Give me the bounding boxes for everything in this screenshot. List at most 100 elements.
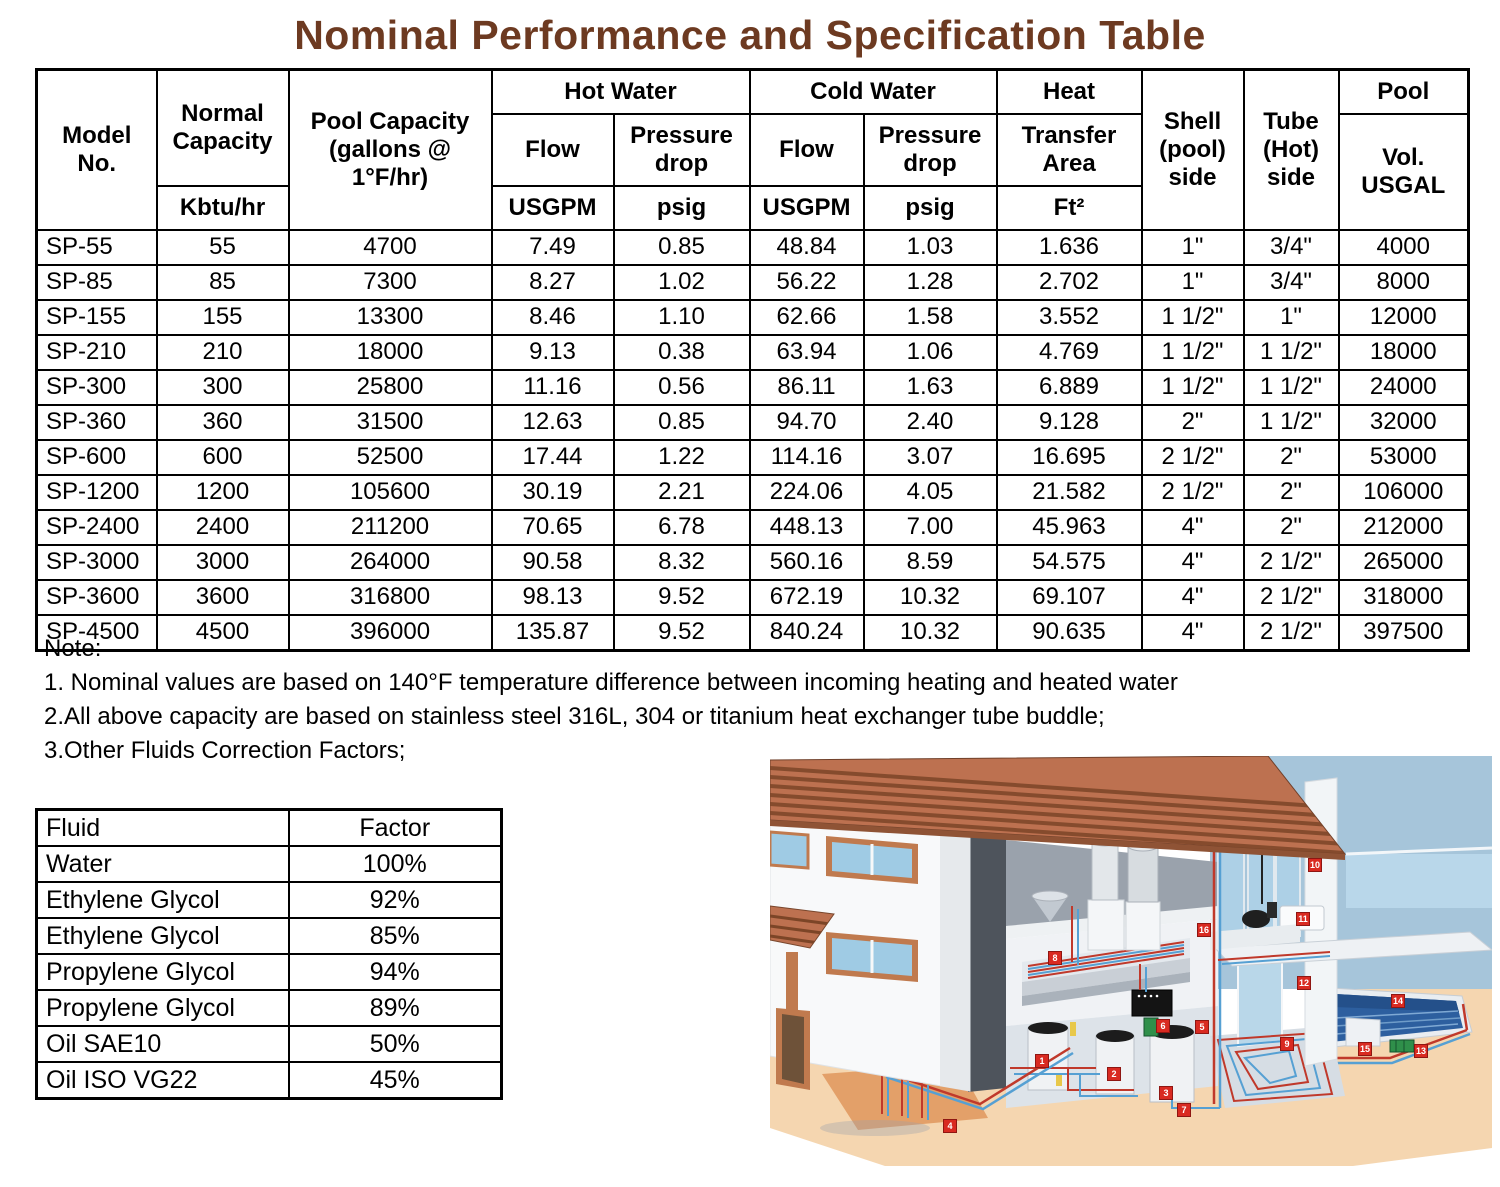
model-cell: SP-4500 — [35, 613, 158, 651]
header-cold-flow-unit: USGPM — [748, 184, 865, 231]
spec-cell: 9.128 — [995, 403, 1143, 441]
fluid-row: Propylene Glycol 94% — [35, 953, 503, 991]
factor-cell: 45% — [287, 1061, 503, 1100]
spec-cell: 25800 — [287, 368, 493, 406]
spec-cell: 6.78 — [612, 508, 751, 546]
door — [782, 1014, 804, 1084]
fluid-cell: Oil ISO VG22 — [35, 1061, 290, 1100]
spec-cell: 1.63 — [862, 368, 998, 406]
header-normal-capacity: Normal Capacity — [155, 68, 290, 187]
spec-cell: 2 1/2" — [1242, 543, 1340, 581]
diagram-badge: 10 — [1308, 858, 1322, 872]
spec-cell: 1" — [1140, 228, 1245, 266]
spec-cell: 90.58 — [490, 543, 615, 581]
spec-cell: 53000 — [1337, 438, 1470, 476]
spec-cell: 135.87 — [490, 613, 615, 651]
spec-cell: 0.38 — [612, 333, 751, 371]
spec-row: SP-1200 1200 105600 30.19 2.21 224.06 4.05 21.5… — [35, 473, 1470, 511]
spec-cell: 4500 — [155, 613, 290, 651]
pool-pump — [1389, 1039, 1415, 1053]
piping — [881, 828, 1331, 1120]
spec-cell: 265000 — [1337, 543, 1470, 581]
porch-roof — [770, 905, 835, 1010]
fluid-row: Oil ISO VG22 45% — [35, 1061, 503, 1100]
spec-cell: 3.552 — [995, 298, 1143, 336]
spec-cell: 8000 — [1337, 263, 1470, 301]
header-heat: Heat — [995, 68, 1143, 115]
model-cell: SP-3000 — [35, 543, 158, 581]
fluid-cell: Propylene Glycol — [35, 953, 290, 991]
spec-cell: 55 — [155, 228, 290, 266]
header-cold-flow: Flow — [748, 112, 865, 187]
spec-cell: 211200 — [287, 508, 493, 546]
funnel-hood — [1032, 896, 1068, 922]
spec-cell: 4" — [1140, 543, 1245, 581]
header-kbtu-unit: Kbtu/hr — [155, 184, 290, 231]
spec-cell: 448.13 — [748, 508, 865, 546]
spec-cell: 2" — [1242, 473, 1340, 511]
note-line: 3.Other Fluids Correction Factors; — [44, 737, 406, 764]
factor-cell: 85% — [287, 917, 503, 955]
diagram-badge: 15 — [1358, 1042, 1372, 1056]
spec-cell: 155 — [155, 298, 290, 336]
spec-cell: 1200 — [155, 473, 290, 511]
spec-cell: 98.13 — [490, 578, 615, 616]
header-factor: Factor — [287, 808, 503, 847]
spec-cell: 8.59 — [862, 543, 998, 581]
fluid-cell: Ethylene Glycol — [35, 917, 290, 955]
spec-cell: 396000 — [287, 613, 493, 651]
header-pool-vol: Vol. USGAL — [1337, 112, 1470, 231]
header-pool-capacity: Pool Capacity (gallons @ 1°F/hr) — [287, 68, 493, 231]
spec-cell: 4" — [1140, 613, 1245, 651]
spec-cell: 32000 — [1337, 403, 1470, 441]
spec-cell: 0.85 — [612, 403, 751, 441]
header-transfer-area-unit: Ft² — [995, 184, 1143, 231]
spec-cell: 1.02 — [612, 263, 751, 301]
fluid-correction-table: Fluid Factor Water 100% Ethylene Glycol 92%… — [35, 808, 503, 1100]
controller-unit — [1131, 989, 1173, 1037]
note-line: 2.All above capacity are based on stainl… — [44, 703, 1105, 730]
spec-cell: 18000 — [1337, 333, 1470, 371]
header-model-no: Model No. — [35, 68, 158, 231]
notes-label: Note: — [44, 635, 102, 662]
factor-cell: 94% — [287, 953, 503, 991]
spec-cell: 2" — [1242, 508, 1340, 546]
spec-cell: 30.19 — [490, 473, 615, 511]
spec-cell: 1.58 — [862, 298, 998, 336]
spec-cell: 8.32 — [612, 543, 751, 581]
spec-cell: 7300 — [287, 263, 493, 301]
spec-cell: 1" — [1140, 263, 1245, 301]
spec-cell: 10.32 — [862, 613, 998, 651]
spec-cell: 16.695 — [995, 438, 1143, 476]
spec-cell: 1.22 — [612, 438, 751, 476]
model-cell: SP-55 — [35, 228, 158, 266]
spec-cell: 316800 — [287, 578, 493, 616]
main-roof — [770, 756, 1347, 860]
spec-row: SP-3600 3600 316800 98.13 9.52 672.19 10.32 69.… — [35, 578, 1470, 616]
spec-cell: 1 1/2" — [1242, 403, 1340, 441]
spec-row: SP-300 300 25800 11.16 0.56 86.11 1.63 6.889 1 1… — [35, 368, 1470, 406]
porch-post — [786, 952, 798, 1010]
diagram-badge: 11 — [1296, 912, 1310, 926]
spec-cell: 2" — [1242, 438, 1340, 476]
spec-cell: 54.575 — [995, 543, 1143, 581]
spec-cell: 1" — [1242, 298, 1340, 336]
fluid-row: Oil SAE10 50% — [35, 1025, 503, 1063]
spec-row: SP-55 55 4700 7.49 0.85 48.84 1.03 1.636 1" 3/4" 4… — [35, 228, 1470, 266]
spec-cell: 0.56 — [612, 368, 751, 406]
spec-cell: 2" — [1140, 403, 1245, 441]
spec-cell: 3/4" — [1242, 263, 1340, 301]
header-transfer-area: Transfer Area — [995, 112, 1143, 187]
spec-row: SP-2400 2400 211200 70.65 6.78 448.13 7.00 45.9… — [35, 508, 1470, 546]
spec-cell: 1 1/2" — [1242, 368, 1340, 406]
fluid-cell: Ethylene Glycol — [35, 881, 290, 919]
factor-cell: 92% — [287, 881, 503, 919]
spec-cell: 1 1/2" — [1140, 368, 1245, 406]
spec-cell: 7.00 — [862, 508, 998, 546]
spec-cell: 52500 — [287, 438, 493, 476]
window — [770, 830, 810, 870]
header-hot-flow-unit: USGPM — [490, 184, 615, 231]
spec-cell: 2400 — [155, 508, 290, 546]
spec-cell: 2 1/2" — [1242, 613, 1340, 651]
spec-cell: 560.16 — [748, 543, 865, 581]
